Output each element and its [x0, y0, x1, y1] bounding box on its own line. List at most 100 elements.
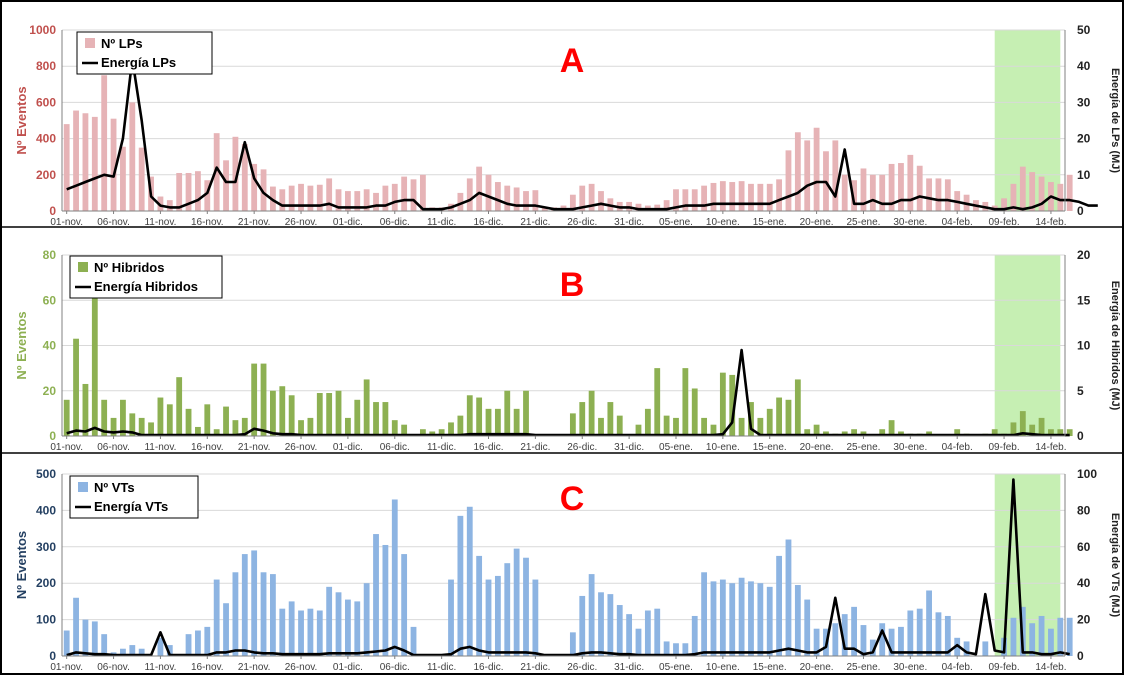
bar [110, 118, 117, 211]
bar [494, 408, 501, 436]
bar [213, 579, 220, 656]
panel-a: 01-nov. 06-nov. 11-nov. 16-nov. 21-nov. 26-no… [14, 23, 1121, 228]
bar [82, 383, 89, 436]
bar [1066, 429, 1073, 436]
y-tick-label-left: 60 [43, 293, 57, 307]
y-axis-title-left: Nº Eventos [14, 531, 29, 599]
bar [91, 295, 98, 436]
y-tick-label-right: 60 [1077, 540, 1091, 554]
bar [1066, 174, 1073, 211]
bar [466, 506, 473, 656]
bar [504, 563, 511, 656]
bar [682, 189, 689, 211]
bar [157, 637, 164, 656]
bar [298, 420, 304, 436]
x-tick-label: 14-feb. [1035, 217, 1066, 228]
x-tick-label: 11-nov. [144, 662, 176, 673]
x-tick-label: 01-dic. [333, 662, 363, 673]
bar [991, 429, 998, 436]
bar [91, 116, 98, 211]
bar [63, 124, 70, 211]
x-tick-label: 01-nov. [50, 217, 83, 228]
x-tick-label: 04-feb. [942, 217, 973, 228]
bar [91, 621, 98, 656]
bar [138, 648, 145, 656]
y-tick-label-left: 200 [36, 576, 56, 590]
bar [710, 424, 717, 436]
bar [363, 379, 370, 436]
x-tick-label: 01-nov. [50, 662, 83, 673]
bar [485, 174, 492, 211]
bar [298, 183, 304, 211]
bar [73, 110, 79, 211]
bar [729, 583, 736, 656]
bar [785, 399, 792, 436]
bar [1048, 429, 1054, 436]
bar [391, 420, 398, 436]
bar [448, 422, 454, 436]
y-tick-label-right: 20 [1077, 613, 1091, 627]
bar [101, 75, 108, 211]
bar [663, 415, 670, 436]
bar [1019, 411, 1026, 436]
legend-label-bar: Nº Hibridos [94, 260, 164, 275]
bar [176, 377, 183, 436]
y-tick-label-right: 10 [1077, 339, 1091, 353]
panel-letter: B [560, 266, 585, 304]
bar [794, 132, 801, 211]
bar [569, 632, 576, 656]
x-tick-label: 25-ene. [847, 442, 881, 453]
bar [260, 169, 267, 211]
bar [166, 645, 173, 656]
bar [879, 623, 886, 656]
bar [644, 610, 651, 656]
bar [138, 147, 145, 211]
y-axis-title-left: Nº Eventos [14, 86, 29, 154]
bar [251, 550, 258, 656]
bar [935, 612, 942, 656]
bar [757, 583, 764, 656]
bar [944, 615, 951, 656]
x-tick-label: 26-nov. [285, 217, 318, 228]
x-tick-label: 09-feb. [988, 662, 1019, 673]
bar [1038, 417, 1045, 436]
bar [213, 429, 220, 436]
energy-line [66, 348, 1070, 437]
bar [879, 174, 886, 211]
bar [326, 393, 333, 436]
y-tick-label-left: 800 [36, 59, 56, 73]
panel-c: 01-nov. 06-nov. 11-nov. 16-nov. 21-nov. 26-no… [14, 467, 1121, 673]
bar [1066, 617, 1073, 656]
bar [748, 581, 754, 656]
x-tick-label: 15-ene. [753, 662, 787, 673]
y-tick-label-right: 20 [1077, 248, 1091, 262]
bar [1038, 176, 1045, 211]
bar [926, 431, 932, 436]
x-tick-label: 15-ene. [753, 217, 787, 228]
bar [907, 610, 914, 656]
bar [401, 424, 408, 436]
x-tick-label: 06-nov. [97, 662, 130, 673]
x-tick-label: 26-dic. [567, 217, 597, 228]
bar [195, 630, 201, 656]
bar [729, 182, 736, 211]
bar [401, 554, 408, 656]
bar [1038, 615, 1045, 656]
bar [335, 189, 342, 211]
x-tick-label: 06-dic. [380, 442, 410, 453]
x-tick-label: 05-ene. [659, 217, 693, 228]
bar [138, 417, 145, 436]
bar [344, 599, 351, 656]
y-axis-title-right: Energía de VTs (MJ) [1109, 513, 1121, 618]
x-tick-label: 21-nov. [238, 442, 271, 453]
bar [241, 554, 248, 656]
bar [1048, 628, 1054, 656]
bar [738, 577, 745, 656]
x-tick-label: 11-dic. [427, 442, 456, 453]
bar [794, 585, 801, 656]
bar [232, 572, 239, 656]
bar [1019, 166, 1026, 211]
bar [410, 626, 417, 656]
